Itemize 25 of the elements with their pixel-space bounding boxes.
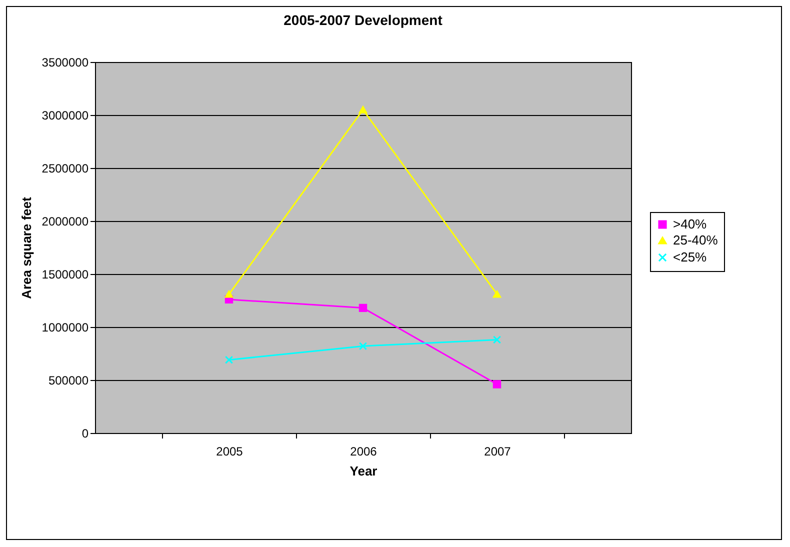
point (224, 290, 234, 298)
y-tick-label: 2500000 (42, 162, 89, 176)
y-tick-label: 500000 (48, 374, 89, 388)
point (492, 290, 502, 298)
legend-label: >40% (673, 216, 708, 232)
legend-label: 25-40% (673, 232, 718, 248)
y-axis-title: Area square feet (18, 196, 34, 299)
point (358, 342, 368, 350)
point (358, 304, 368, 312)
point (358, 106, 368, 114)
legend-label: <25% (673, 250, 708, 264)
x-tick-label: 2006 (350, 444, 378, 458)
point (492, 380, 502, 388)
y-tick-label: 1000000 (42, 320, 89, 334)
x-tick-label: 2007 (484, 444, 512, 458)
x-axis-title: Year (350, 464, 378, 478)
chart-title: 2005-2007 Development (284, 12, 443, 28)
point (492, 336, 502, 344)
y-tick-label: 2000000 (42, 214, 89, 228)
x-tick-label: 2005 (216, 444, 244, 458)
y-tick-label: 1500000 (42, 268, 89, 282)
y-tick-label: 3000000 (42, 108, 89, 122)
y-tick-label: 3500000 (42, 56, 89, 70)
y-tick-label: 0 (82, 426, 89, 440)
point (224, 356, 234, 364)
